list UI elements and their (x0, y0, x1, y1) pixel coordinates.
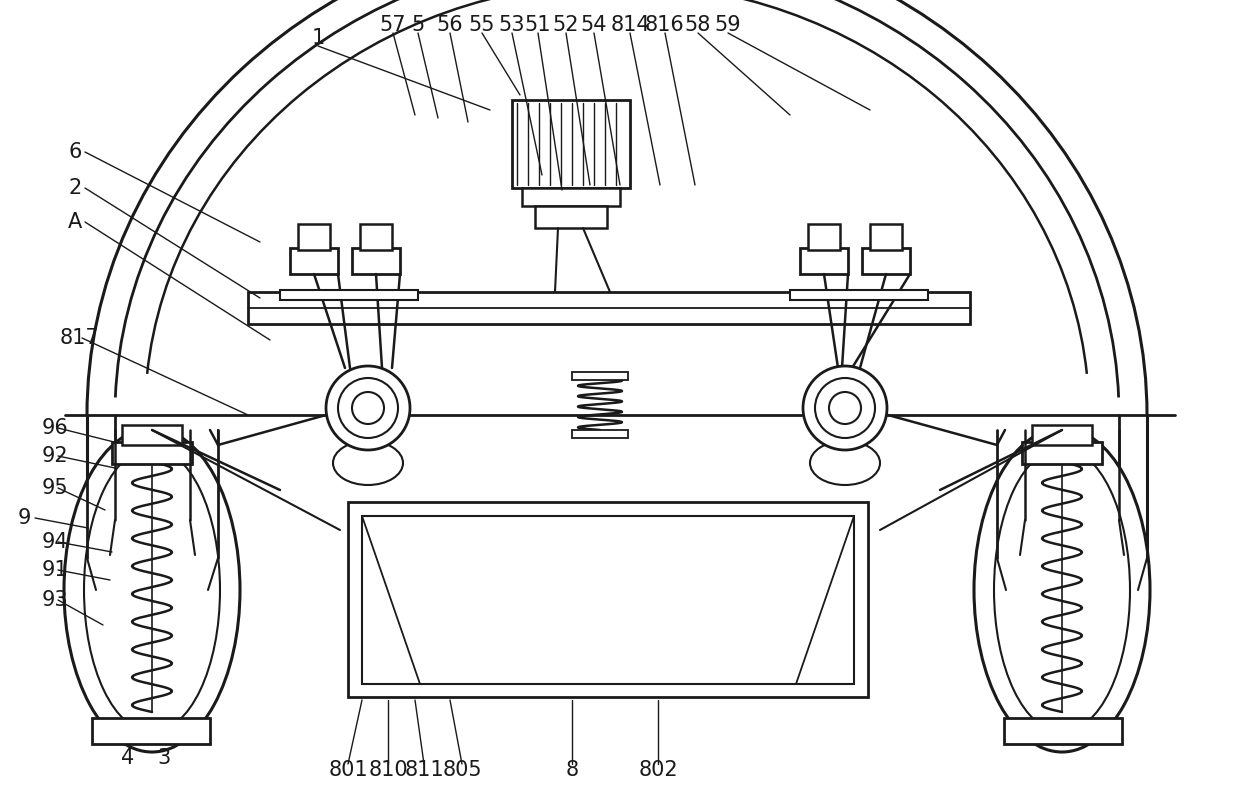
Text: 5: 5 (412, 15, 424, 35)
Text: 59: 59 (714, 15, 742, 35)
Text: 56: 56 (436, 15, 464, 35)
Ellipse shape (994, 448, 1130, 732)
Text: 96: 96 (42, 418, 68, 438)
Bar (534, 206, 608, 228)
Text: 93: 93 (42, 590, 68, 610)
Text: 6: 6 (68, 142, 82, 162)
Bar (862, 248, 910, 274)
Ellipse shape (334, 441, 403, 485)
Bar (122, 425, 182, 445)
Text: 3: 3 (157, 748, 171, 768)
Bar (522, 188, 620, 206)
Ellipse shape (810, 441, 880, 485)
Text: 817: 817 (60, 328, 99, 348)
Bar (352, 248, 401, 274)
Bar (280, 290, 418, 300)
Bar (112, 442, 192, 464)
Bar (808, 224, 839, 250)
Circle shape (815, 378, 875, 438)
Bar (572, 430, 627, 438)
Text: 91: 91 (42, 560, 68, 580)
Circle shape (830, 392, 861, 424)
Bar (348, 502, 868, 697)
Text: 95: 95 (42, 478, 68, 498)
Text: 92: 92 (42, 446, 68, 466)
Bar (290, 248, 339, 274)
Text: 53: 53 (498, 15, 526, 35)
Bar (572, 372, 627, 380)
Bar (248, 292, 970, 324)
Text: 4: 4 (122, 748, 135, 768)
Text: 9: 9 (19, 508, 31, 528)
Text: 51: 51 (525, 15, 552, 35)
Bar (1004, 718, 1122, 744)
Text: 55: 55 (469, 15, 495, 35)
Bar (790, 290, 928, 300)
Text: 94: 94 (42, 532, 68, 552)
Text: 802: 802 (639, 760, 678, 780)
Bar (1032, 425, 1092, 445)
Text: 810: 810 (368, 760, 408, 780)
Bar (362, 516, 854, 684)
Circle shape (326, 366, 410, 450)
Text: 57: 57 (379, 15, 407, 35)
Text: 2: 2 (68, 178, 82, 198)
Circle shape (339, 378, 398, 438)
Text: 58: 58 (684, 15, 712, 35)
Bar (298, 224, 330, 250)
Ellipse shape (84, 448, 219, 732)
Circle shape (352, 392, 384, 424)
Text: 8: 8 (565, 760, 579, 780)
Bar (360, 224, 392, 250)
Text: 816: 816 (645, 15, 684, 35)
Ellipse shape (64, 428, 241, 752)
Text: 805: 805 (443, 760, 482, 780)
Text: 54: 54 (580, 15, 608, 35)
Text: 801: 801 (329, 760, 368, 780)
Text: 52: 52 (553, 15, 579, 35)
Text: 811: 811 (404, 760, 444, 780)
Text: 814: 814 (610, 15, 650, 35)
Bar (92, 718, 210, 744)
Text: A: A (68, 212, 82, 232)
Bar (512, 100, 630, 188)
Bar (870, 224, 901, 250)
Circle shape (804, 366, 887, 450)
Text: 1: 1 (311, 28, 325, 48)
Bar (1022, 442, 1102, 464)
Ellipse shape (973, 428, 1149, 752)
Bar (800, 248, 848, 274)
